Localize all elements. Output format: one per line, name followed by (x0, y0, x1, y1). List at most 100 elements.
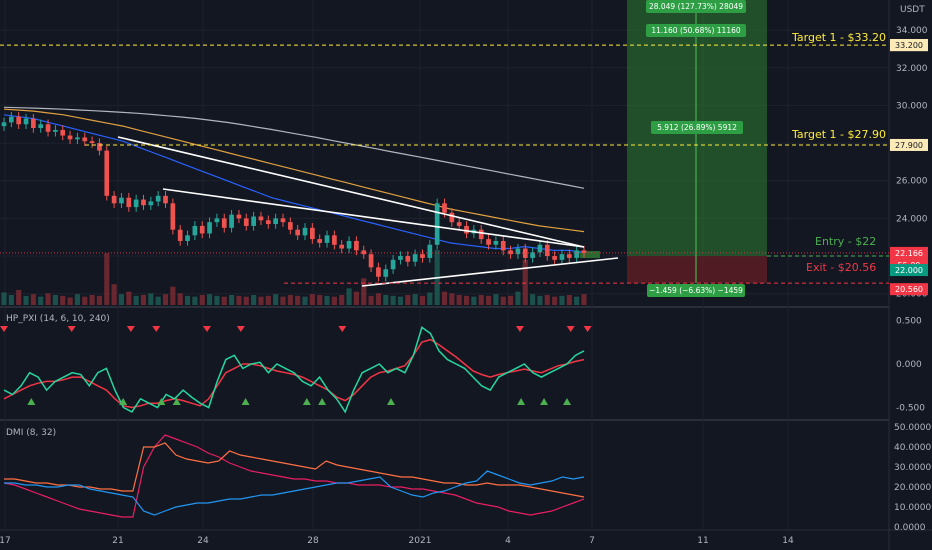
candle-body (515, 248, 521, 255)
volume-bar (236, 295, 242, 305)
volume-bar (96, 295, 103, 305)
volume-bar (368, 295, 374, 305)
sell-signal-marker (203, 326, 211, 332)
candle-body (287, 222, 293, 230)
volume-bar (126, 291, 132, 305)
candle-body (163, 195, 168, 204)
volume-bar (309, 294, 315, 305)
volume-bar (104, 253, 110, 305)
dmi-tick-label: 30.0000 (894, 463, 931, 473)
pxi-tick-label: -0.500 (896, 404, 925, 414)
candle-body (434, 203, 440, 245)
entry-tag: 22.000 (895, 266, 923, 275)
upper-trendline[interactable] (117, 136, 585, 248)
volume-bar (280, 296, 286, 305)
target1-tag: 27.900 (895, 141, 923, 150)
volume-bar (515, 291, 521, 305)
loss-zone (627, 256, 767, 284)
dmi-plus-line (4, 470, 585, 516)
candle-body (537, 244, 543, 253)
volume-bar (500, 296, 506, 305)
volume-bar (574, 296, 580, 305)
volume-bar (118, 294, 125, 305)
buy-signal-marker (318, 398, 327, 405)
candle-body (258, 216, 264, 221)
volume-bar (383, 295, 389, 305)
volume-bar (419, 295, 426, 305)
volume-bar (16, 290, 22, 305)
candle-body (221, 218, 227, 228)
current-price-tag: 22.166 (895, 249, 923, 258)
candle-body (53, 129, 58, 132)
volume-bar (199, 295, 205, 305)
sell-signal-marker (566, 326, 575, 332)
measure-box-stop: −1.459 (−6.63%) −1459 (647, 284, 745, 297)
candle-body (97, 143, 102, 151)
ma-slow-line (3, 106, 585, 189)
trendlines[interactable] (117, 136, 619, 287)
volume-bar (317, 295, 323, 305)
volume-bar (581, 294, 587, 305)
volume-bar (67, 297, 73, 305)
candle-body (170, 203, 176, 230)
candle-body (427, 244, 433, 258)
time-tick-label: 24 (197, 536, 209, 546)
candle-body (214, 218, 220, 223)
candle-body (449, 212, 455, 223)
volume-bar (397, 296, 404, 305)
candle-body (500, 240, 506, 251)
candle-body (317, 239, 323, 243)
volume-bar (82, 296, 88, 305)
volume-bar (287, 295, 293, 305)
target2-label: Target 1 - $33.20 (791, 31, 886, 44)
sell-signal-marker (0, 326, 8, 332)
volume-bar (1, 292, 7, 305)
sell-signal-marker (126, 326, 135, 332)
buy-signal-marker (172, 398, 181, 405)
candle-body (199, 225, 205, 234)
volume-bar (265, 295, 271, 305)
sell-signal-marker (236, 326, 245, 332)
candle-body (23, 118, 29, 125)
candle-body (574, 250, 580, 258)
volume-bar (140, 295, 147, 305)
svg-text:11.160 (50.68%) 11160: 11.160 (50.68%) 11160 (651, 26, 741, 35)
ma-fast-line (3, 114, 585, 253)
volume-bar (537, 295, 543, 305)
sell-signal-marker (152, 326, 161, 332)
measure-box-target1: 5.912 (26.89%) 5912 (651, 121, 743, 134)
candle-body (442, 203, 447, 213)
candle-body (126, 197, 132, 208)
middle-trendline[interactable] (162, 188, 585, 248)
volume-bar (412, 294, 418, 305)
volume-bar (38, 296, 44, 305)
volume-bar (177, 293, 183, 305)
candle-body (559, 254, 565, 260)
volume-bar (243, 296, 249, 305)
sell-signal-marker (67, 326, 76, 332)
volume-bar (485, 295, 492, 305)
candle-body (16, 116, 22, 125)
level-lines (0, 44, 889, 284)
lower-trendline[interactable] (361, 257, 619, 287)
volume-bar (111, 284, 117, 305)
pxi-tick-label: 0.000 (896, 360, 922, 370)
pxi-fast-line (3, 326, 585, 414)
candle-body (89, 141, 95, 144)
candle-body (229, 214, 234, 228)
buy-signal-marker (563, 398, 571, 405)
candle-body (530, 252, 535, 258)
entry-marker (580, 251, 600, 259)
volume-bar (339, 295, 345, 305)
volume-bar (295, 295, 301, 305)
price-tick-label: 34.000 (896, 26, 928, 36)
candle-body (141, 199, 146, 206)
volume-bar (375, 293, 381, 305)
price-candles (1, 112, 587, 282)
candle-body (324, 235, 330, 243)
buy-signal-marker (119, 398, 128, 405)
candle-body (251, 216, 256, 226)
volume-bars (1, 250, 587, 305)
